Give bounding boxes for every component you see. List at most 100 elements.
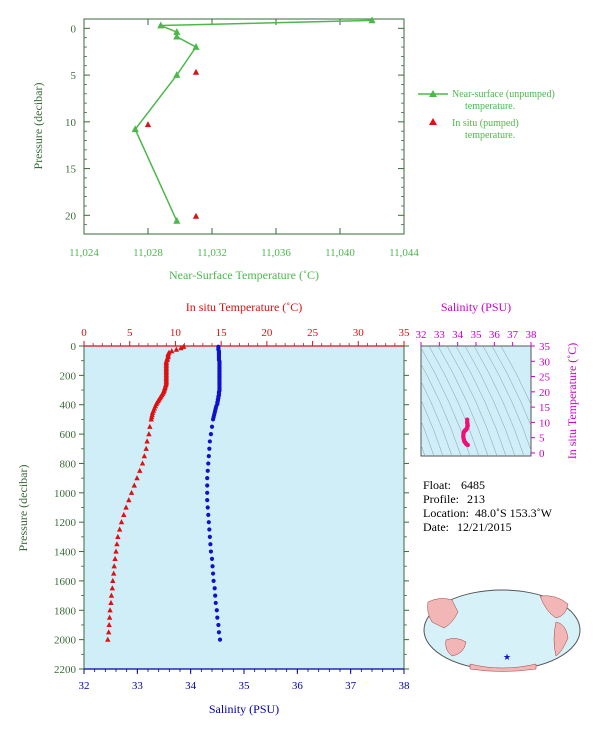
profile-plot-area	[83, 345, 405, 670]
map-land-north-america	[539, 595, 569, 619]
ts-contour-line	[491, 346, 531, 427]
legend-in-situ-line2: temperature.	[465, 130, 515, 141]
map-float-location-marker: ★	[503, 652, 511, 662]
pressure-tick-label: 2200	[54, 664, 77, 676]
salinity-tick-label: 33	[132, 680, 144, 692]
map-land-australia	[445, 638, 467, 657]
ts-contour-line	[421, 420, 435, 456]
near-surface-point	[173, 28, 181, 35]
ts-salinity-tick-label: 37	[507, 329, 519, 341]
salinity-point	[207, 527, 212, 532]
temperature-point	[115, 533, 121, 539]
ts-contour-line	[500, 346, 531, 405]
salinity-point	[206, 454, 211, 459]
salinity-point	[207, 446, 212, 451]
ts-temperature-tick-label: 25	[539, 372, 551, 384]
temperature-point	[180, 343, 187, 349]
salinity-point	[217, 637, 223, 642]
ts-contour-line	[446, 346, 498, 456]
near-surface-point	[173, 216, 181, 224]
temperature-tick-label: 5	[127, 327, 133, 339]
temperature-tick-label: 35	[399, 327, 411, 339]
top-chart-y-ticks: 0 5 10 15 20	[65, 23, 404, 226]
pressure-tick-label: 2000	[54, 635, 77, 647]
ts-temperature-label: In situ Temperature (˚C)	[565, 343, 579, 460]
temperature-axis-label: In situ Temperature (˚C)	[186, 300, 303, 314]
top-chart-series	[131, 16, 376, 224]
near-surface-temperature-chart: 11,024 11,028 11,032 11,036 11,040 11,044 0 5 1…	[31, 16, 555, 282]
salinity-point	[215, 615, 220, 620]
temperature-point	[109, 585, 116, 591]
temperature-point	[178, 345, 184, 351]
ts-salinity-ticks: 32 33 34 35 36 37 38	[416, 329, 537, 346]
near-surface-point	[173, 32, 181, 40]
temperature-point	[105, 636, 111, 642]
top-chart-x-label: Near-Surface Temperature (˚C)	[169, 268, 319, 282]
ts-salinity-tick-label: 32	[416, 329, 427, 341]
ts-contour-line	[464, 346, 516, 456]
date-label: Date:	[423, 520, 449, 534]
salinity-point	[206, 520, 211, 525]
salinity-point	[207, 439, 212, 444]
temperature-point	[106, 621, 112, 628]
temperature-point	[147, 423, 153, 429]
temperature-tick-label: 15	[216, 327, 228, 339]
map-land-asia	[427, 598, 459, 629]
temperature-salinity-profile-chart: 0 5 10 15 20 25 30 35 32 33 34 35 36 37 38 0 200 400 600…	[16, 300, 410, 716]
temperature-point	[123, 504, 129, 510]
temperature-point	[169, 348, 175, 354]
pressure-tick-label: 1800	[54, 605, 77, 617]
pressure-tick-label: 400	[60, 400, 77, 412]
profile-series	[105, 343, 223, 642]
ts-contour-line	[482, 346, 531, 451]
temperature-point	[146, 431, 152, 437]
salinity-point	[208, 431, 214, 437]
top-y-tick-label: 15	[65, 164, 77, 176]
profile-value: 213	[467, 492, 485, 506]
salinity-point	[205, 498, 210, 503]
temperature-point	[110, 577, 116, 584]
pressure-tick-label: 800	[60, 458, 77, 470]
ts-salinity-label: Salinity (PSU)	[441, 300, 511, 314]
salinity-point	[212, 586, 217, 591]
ts-temperature-tick-label: 5	[539, 433, 545, 445]
ts-contour-line	[421, 363, 462, 456]
location-label: Location:	[423, 506, 469, 520]
salinity-point	[205, 490, 210, 495]
near-surface-point	[131, 125, 139, 133]
temperature-point	[149, 412, 155, 418]
ts-point	[465, 417, 470, 422]
temperature-point	[107, 607, 113, 613]
legend-near-surface-line2: temperature.	[465, 101, 515, 112]
legend-in-situ-line1: In situ (pumped)	[452, 118, 519, 129]
temperature-point	[116, 526, 123, 532]
legend-near-surface-line1: Near-surface (unpumped)	[452, 89, 555, 100]
salinity-point	[207, 534, 212, 539]
near-surface-point	[157, 21, 165, 29]
in-situ-point	[192, 212, 200, 219]
temperature-tick-label: 30	[353, 327, 365, 339]
ts-contour-line	[473, 346, 525, 456]
temperature-point	[108, 592, 115, 598]
map-land-antarctica	[469, 663, 537, 672]
temperature-point	[128, 489, 135, 495]
top-x-tick-label: 11,028	[133, 247, 163, 259]
salinity-point	[210, 571, 216, 576]
top-x-tick-label: 11,024	[69, 247, 99, 259]
pressure-tick-label: 1000	[54, 488, 77, 500]
float-info-block: Float: 6485 Profile: 213 Location: 48.0˚…	[423, 478, 553, 534]
salinity-axis-label: Salinity (PSU)	[209, 702, 279, 716]
ts-temperature-tick-label: 0	[539, 448, 545, 460]
ts-contour-line	[421, 380, 453, 456]
world-map: ★	[423, 589, 581, 672]
salinity-point	[214, 608, 219, 613]
temperature-point	[141, 453, 148, 459]
pressure-tick-label: 1600	[54, 576, 77, 588]
ts-salinity-tick-label: 36	[489, 329, 501, 341]
ts-diagram: 32 33 34 35 36 37 38 0 5 10 15 20 25 30 35 Salinity (…	[416, 300, 580, 460]
float-value: 6485	[461, 478, 485, 492]
temperature-point	[114, 541, 120, 547]
temperature-point	[126, 497, 132, 503]
pressure-tick-label: 1400	[54, 547, 77, 559]
